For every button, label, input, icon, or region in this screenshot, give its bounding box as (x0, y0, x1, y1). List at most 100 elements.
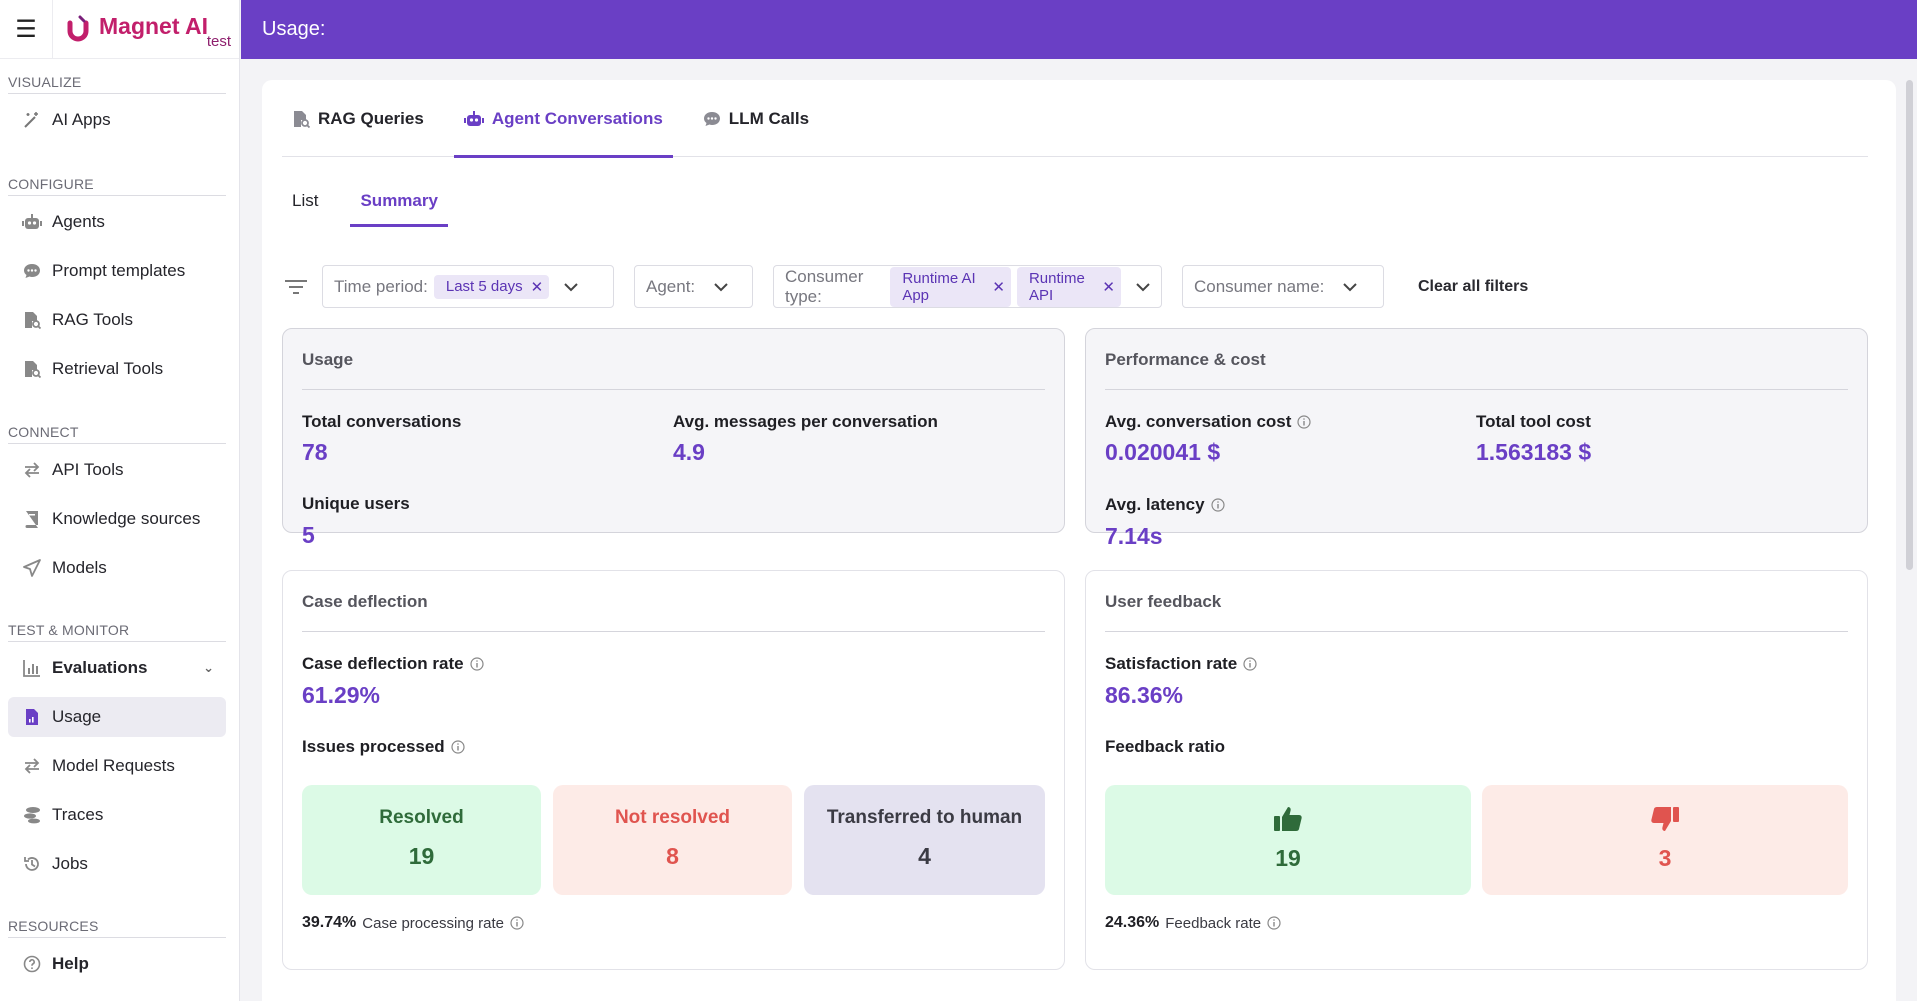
tab-label: RAG Queries (318, 108, 424, 128)
info-icon[interactable] (1243, 657, 1257, 671)
robot-icon (463, 110, 484, 128)
tab-summary[interactable]: Summary (350, 175, 449, 227)
filter-chip[interactable]: Runtime AI App ✕ (890, 266, 1011, 307)
section-title-test-monitor: TEST & MONITOR (8, 622, 226, 642)
panel-title: Performance & cost (1105, 350, 1266, 369)
info-icon[interactable] (1267, 916, 1281, 930)
avg-messages-value: 4.9 (673, 439, 705, 465)
case-deflection-panel: Case deflection Case deflection rate 61.… (282, 570, 1065, 970)
case-processing-rate: 39.74% Case processing rate (302, 914, 524, 932)
menu-icon[interactable]: ☰ (0, 0, 53, 59)
thumbs-up-stat: 19 (1105, 785, 1471, 895)
usage-panel: Usage Total conversations 78 Avg. messag… (282, 328, 1065, 548)
page-title: Usage: (262, 18, 326, 40)
tab-rag-queries[interactable]: RAG Queries (282, 80, 434, 157)
consumer-type-filter[interactable]: Consumer type: Runtime AI App ✕ Runtime … (773, 265, 1162, 308)
sidebar-item-label: Agents (52, 212, 105, 231)
chat-bubble-icon (703, 111, 721, 127)
unique-users-value: 5 (302, 522, 315, 548)
sidebar-item-label: Knowledge sources (52, 509, 201, 528)
scrollbar[interactable] (1906, 80, 1913, 570)
file-chart-icon (22, 707, 42, 727)
sidebar-item-models[interactable]: Models (8, 548, 226, 588)
tab-agent-conversations[interactable]: Agent Conversations (453, 80, 673, 158)
chevron-down-icon[interactable] (713, 282, 729, 292)
chevron-down-icon[interactable] (1342, 282, 1358, 292)
filter-label: Time period: (334, 276, 428, 296)
sidebar-item-label: Usage (52, 707, 102, 726)
brand-logo[interactable]: Magnet AI test (53, 9, 239, 50)
metric-label: Satisfaction rate (1105, 654, 1257, 674)
thumbs-down-stat: 3 (1482, 785, 1848, 895)
send-icon (22, 558, 42, 578)
panel-title: Case deflection (302, 592, 428, 611)
sidebar-item-jobs[interactable]: Jobs (8, 844, 226, 884)
metric-label: Issues processed (302, 737, 465, 757)
stat-label: Not resolved (614, 807, 731, 828)
sidebar-header: ☰ Magnet AI test (0, 0, 239, 59)
clear-all-filters-button[interactable]: Clear all filters (1418, 277, 1529, 295)
info-icon[interactable] (451, 740, 465, 754)
sidebar-item-label: AI Apps (52, 110, 111, 129)
satisfaction-rate-value: 86.36% (1105, 682, 1184, 708)
close-icon[interactable]: ✕ (530, 278, 544, 296)
close-icon[interactable]: ✕ (992, 278, 1005, 296)
sidebar-item-retrieval-tools[interactable]: Retrieval Tools (8, 349, 226, 389)
info-icon[interactable] (469, 657, 484, 671)
arrows-exchange-icon (22, 460, 42, 480)
sidebar-item-rag-tools[interactable]: RAG Tools (8, 300, 226, 340)
sidebar-item-ai-apps[interactable]: AI Apps (8, 100, 226, 140)
sidebar-item-traces[interactable]: Traces (8, 795, 226, 835)
sidebar-item-label: Retrieval Tools (52, 359, 164, 378)
stat-label: Transferred to human (826, 807, 1023, 828)
question-circle-icon (22, 954, 42, 974)
sidebar-item-evaluations[interactable]: Evaluations ⌄ (8, 648, 226, 688)
sidebar-item-label: Jobs (52, 854, 88, 873)
performance-panel: Performance & cost Avg. conversation cos… (1085, 328, 1868, 549)
document-search-icon (292, 110, 310, 128)
robot-icon (22, 212, 42, 232)
filter-chip[interactable]: Last 5 days ✕ (433, 274, 550, 299)
tab-llm-calls[interactable]: LLM Calls (693, 80, 819, 157)
sidebar-item-help[interactable]: Help (8, 944, 226, 984)
sidebar-item-knowledge-sources[interactable]: Knowledge sources (8, 499, 226, 539)
time-period-filter[interactable]: Time period: Last 5 days ✕ (322, 265, 614, 308)
consumer-name-filter[interactable]: Consumer name: (1182, 265, 1384, 308)
bar-chart-icon (22, 658, 42, 678)
main-tabs: RAG Queries Agent Conversations LLM Call… (282, 80, 1868, 158)
history-icon (22, 854, 42, 874)
feedback-rate-value: 24.36% (1105, 914, 1160, 931)
arrows-exchange-icon (22, 756, 42, 776)
stat-label: Resolved (379, 807, 464, 828)
divider (302, 389, 1045, 390)
sidebar-item-model-requests[interactable]: Model Requests (8, 746, 226, 786)
sidebar-item-usage[interactable]: Usage (8, 697, 226, 737)
filter-label: Consumer name: (1194, 276, 1325, 296)
sidebar-item-api-tools[interactable]: API Tools (8, 450, 226, 490)
sidebar: ☰ Magnet AI test VISUALIZE AI Apps CONFI… (0, 0, 240, 1001)
filter-icon[interactable] (282, 278, 322, 296)
sidebar-item-agents[interactable]: Agents (8, 202, 226, 242)
panel-title: User feedback (1105, 592, 1222, 611)
sub-tabs: List Summary (282, 175, 470, 227)
resolved-stat: Resolved 19 (302, 785, 541, 895)
chevron-down-icon[interactable] (563, 282, 579, 292)
filter-chip[interactable]: Runtime API ✕ (1016, 266, 1121, 307)
info-icon[interactable] (1297, 415, 1312, 429)
thumbs-down-icon (1482, 805, 1848, 835)
info-icon[interactable] (510, 916, 524, 930)
chevron-down-icon[interactable] (1135, 282, 1151, 292)
agent-filter[interactable]: Agent: (634, 265, 753, 308)
divider (302, 631, 1045, 632)
section-title-resources: RESOURCES (8, 918, 226, 938)
stat-value: 4 (918, 843, 931, 869)
metric-label: Feedback ratio (1105, 737, 1225, 756)
close-icon[interactable]: ✕ (1102, 278, 1115, 296)
chevron-down-icon[interactable]: ⌄ (203, 660, 214, 675)
sidebar-item-prompt-templates[interactable]: Prompt templates (8, 251, 226, 291)
avg-latency-value: 7.14s (1105, 523, 1163, 549)
case-processing-rate-value: 39.74% (302, 914, 357, 931)
info-icon[interactable] (1210, 498, 1225, 512)
tab-list[interactable]: List (292, 191, 319, 210)
metric-label: Avg. messages per conversation (673, 412, 938, 431)
